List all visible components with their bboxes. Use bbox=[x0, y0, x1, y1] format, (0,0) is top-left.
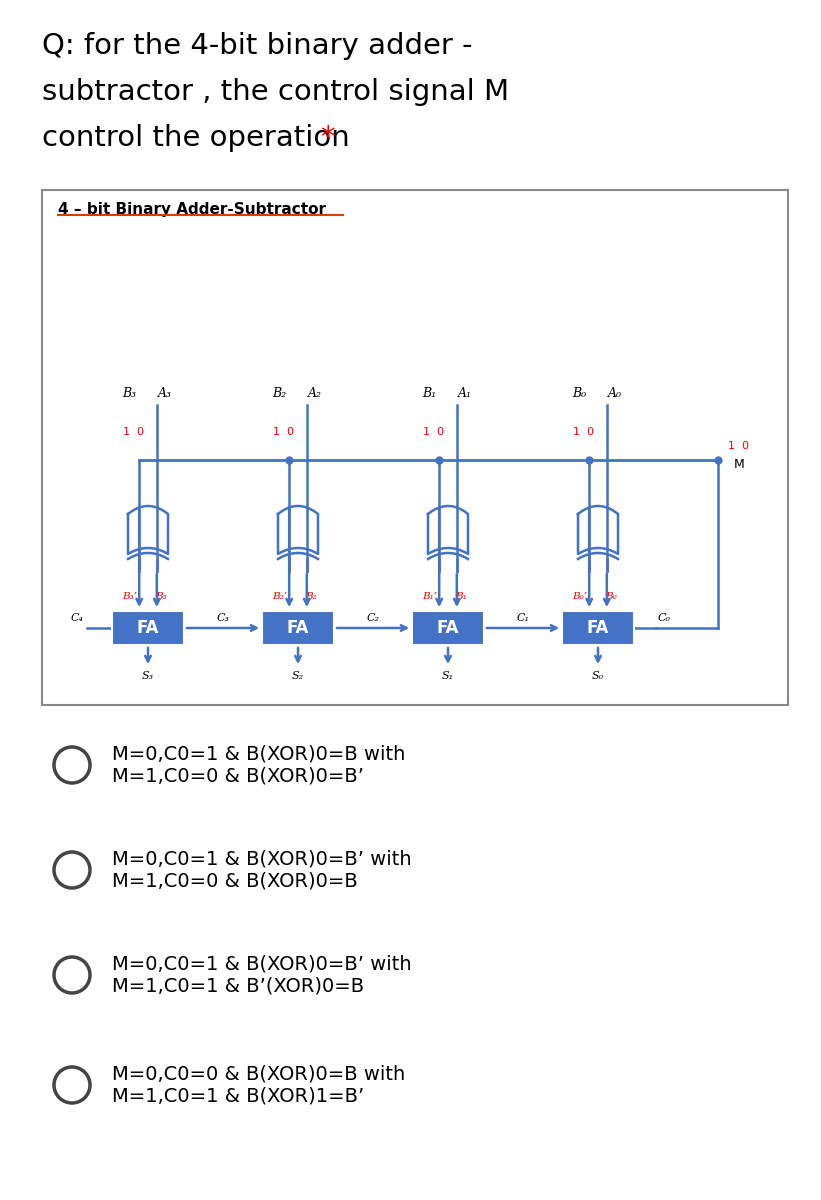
Text: A₃: A₃ bbox=[158, 386, 172, 400]
Text: M=0,C0=1 & B(XOR)0=B with: M=0,C0=1 & B(XOR)0=B with bbox=[112, 744, 406, 763]
Text: B₂: B₂ bbox=[272, 386, 287, 400]
Text: 1  0: 1 0 bbox=[728, 440, 749, 451]
Polygon shape bbox=[578, 506, 618, 554]
Text: FA: FA bbox=[437, 619, 459, 637]
Text: 1  0: 1 0 bbox=[573, 427, 594, 437]
Text: FA: FA bbox=[137, 619, 159, 637]
Text: B₃: B₃ bbox=[122, 386, 136, 400]
Text: A₂: A₂ bbox=[308, 386, 322, 400]
Text: M: M bbox=[734, 457, 745, 470]
Text: B₁: B₁ bbox=[455, 592, 466, 601]
Text: 1  0: 1 0 bbox=[423, 427, 443, 437]
Text: M=1,C0=1 & B(XOR)1=B’: M=1,C0=1 & B(XOR)1=B’ bbox=[112, 1086, 365, 1105]
Text: B₂: B₂ bbox=[305, 592, 317, 601]
FancyBboxPatch shape bbox=[112, 611, 184, 646]
Text: A₀: A₀ bbox=[608, 386, 621, 400]
Text: B₂’: B₂’ bbox=[273, 592, 287, 601]
Polygon shape bbox=[278, 506, 318, 554]
Text: B₀: B₀ bbox=[572, 386, 586, 400]
Polygon shape bbox=[128, 506, 168, 554]
Text: 4 – bit Binary Adder-Subtractor: 4 – bit Binary Adder-Subtractor bbox=[58, 202, 326, 217]
Text: B₁: B₁ bbox=[422, 386, 436, 400]
Text: control the operation: control the operation bbox=[42, 124, 350, 152]
Text: S₃: S₃ bbox=[142, 671, 154, 680]
Text: M=0,C0=0 & B(XOR)0=B with: M=0,C0=0 & B(XOR)0=B with bbox=[112, 1064, 406, 1084]
Text: M=1,C0=0 & B(XOR)0=B’: M=1,C0=0 & B(XOR)0=B’ bbox=[112, 767, 364, 786]
Text: S₂: S₂ bbox=[292, 671, 304, 680]
Text: FA: FA bbox=[287, 619, 310, 637]
Text: M=0,C0=1 & B(XOR)0=B’ with: M=0,C0=1 & B(XOR)0=B’ with bbox=[112, 954, 411, 973]
FancyBboxPatch shape bbox=[562, 611, 634, 646]
FancyBboxPatch shape bbox=[412, 611, 484, 646]
Text: subtractor , the control signal M: subtractor , the control signal M bbox=[42, 78, 509, 106]
Text: S₀: S₀ bbox=[592, 671, 604, 680]
Text: Q: for the 4-bit binary adder -: Q: for the 4-bit binary adder - bbox=[42, 32, 473, 60]
Text: C₁: C₁ bbox=[516, 613, 530, 623]
Text: FA: FA bbox=[587, 619, 609, 637]
Text: C₄: C₄ bbox=[71, 613, 84, 623]
Text: B₀: B₀ bbox=[605, 592, 617, 601]
Text: B₁’: B₁’ bbox=[422, 592, 438, 601]
Text: B₀’: B₀’ bbox=[572, 592, 587, 601]
FancyBboxPatch shape bbox=[42, 190, 788, 704]
Text: M=0,C0=1 & B(XOR)0=B’ with: M=0,C0=1 & B(XOR)0=B’ with bbox=[112, 850, 411, 869]
Text: B₃: B₃ bbox=[155, 592, 167, 601]
Polygon shape bbox=[428, 506, 468, 554]
Text: C₀: C₀ bbox=[658, 613, 671, 623]
Text: C₃: C₃ bbox=[217, 613, 230, 623]
FancyBboxPatch shape bbox=[262, 611, 334, 646]
Text: S₁: S₁ bbox=[442, 671, 454, 680]
Text: M=1,C0=0 & B(XOR)0=B: M=1,C0=0 & B(XOR)0=B bbox=[112, 871, 358, 890]
Text: A₁: A₁ bbox=[458, 386, 472, 400]
Text: C₂: C₂ bbox=[366, 613, 379, 623]
Text: 1  0: 1 0 bbox=[273, 427, 294, 437]
Text: M=1,C0=1 & B’(XOR)0=B: M=1,C0=1 & B’(XOR)0=B bbox=[112, 977, 365, 996]
Text: B₃’: B₃’ bbox=[122, 592, 137, 601]
Text: *: * bbox=[320, 124, 335, 152]
Text: 1  0: 1 0 bbox=[122, 427, 144, 437]
